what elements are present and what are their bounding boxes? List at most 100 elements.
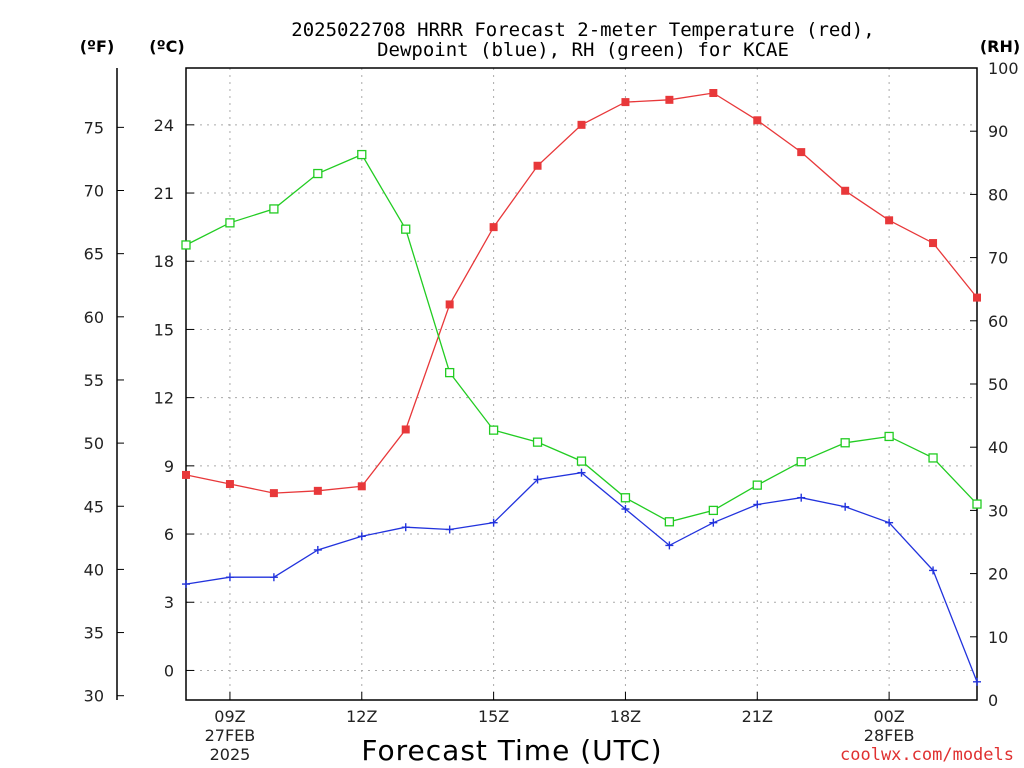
series-line-rh — [185, 153, 978, 523]
rh-point — [928, 453, 938, 463]
temperature-point — [973, 293, 981, 302]
dewpoint-point — [885, 518, 894, 527]
rh-tick-label: 40 — [988, 438, 1008, 457]
temperature-point — [269, 489, 278, 498]
x-tick-label: 15Z — [478, 707, 509, 726]
rh-point — [313, 168, 323, 179]
dewpoint-point — [577, 468, 586, 477]
dewpoint-point — [445, 525, 454, 534]
celsius-unit-label: (ºC) — [149, 37, 184, 56]
x-axis-title: Forecast Time (UTC) — [361, 734, 662, 767]
watermark: coolwx.com/models — [840, 745, 1014, 765]
temperature-point — [885, 216, 894, 225]
rh-point — [225, 218, 235, 228]
fahrenheit-tick-label: 50 — [84, 434, 104, 453]
celsius-tick-label: 18 — [154, 252, 174, 271]
rh-point — [708, 505, 718, 516]
fahrenheit-unit-label: (ºF) — [80, 37, 115, 56]
rh-tick-label: 60 — [988, 312, 1008, 331]
fahrenheit-tick-label: 75 — [84, 118, 104, 137]
series-line-temperature — [185, 92, 978, 494]
celsius-tick-label: 12 — [154, 389, 174, 408]
dewpoint-point — [182, 580, 190, 589]
rh-tick-label: 30 — [988, 501, 1008, 520]
series-layer — [181, 89, 982, 686]
rh-point — [752, 480, 762, 490]
x-tick-label: 18Z — [610, 707, 641, 726]
temperature-point — [577, 120, 586, 129]
rh-tick-label: 10 — [988, 628, 1008, 647]
temperature-point — [709, 89, 718, 98]
fahrenheit-tick-label: 65 — [84, 245, 104, 264]
rh-point — [840, 438, 850, 448]
rh-point — [796, 457, 806, 467]
fahrenheit-tick-label: 40 — [84, 560, 104, 579]
rh-tick-label: 100 — [988, 59, 1019, 78]
dewpoint-point — [621, 505, 630, 514]
rh-tick-label: 90 — [988, 122, 1008, 141]
temperature-point — [445, 300, 454, 309]
x-tick-label: 28FEB — [864, 726, 915, 745]
plot-frame — [185, 67, 978, 701]
rh-tick-label: 70 — [988, 249, 1008, 268]
dewpoint-point — [841, 502, 850, 511]
dewpoint-point — [533, 475, 542, 484]
dewpoint-point — [269, 573, 278, 582]
celsius-tick-label: 9 — [164, 457, 174, 476]
temperature-point — [313, 486, 322, 495]
celsius-tick-label: 0 — [164, 661, 174, 680]
rh-point — [269, 204, 279, 214]
axes-layer: 0 3 6 9 12 15 18 21 24 30 35 40 45 50 55 60 65 70 75 0 10 20 3… — [84, 59, 1019, 764]
x-tick-label: 00Z — [873, 707, 904, 726]
dewpoint-point — [357, 532, 366, 541]
rh-point — [181, 240, 191, 250]
series-dewpoint — [182, 468, 981, 686]
temperature-point — [797, 148, 806, 157]
rh-point — [401, 224, 411, 234]
temperature-point — [533, 161, 542, 170]
rh-tick-label: 50 — [988, 375, 1008, 394]
grid-layer — [186, 68, 977, 700]
temperature-point — [665, 95, 674, 104]
series-temperature — [182, 89, 981, 498]
dewpoint-point — [709, 518, 718, 527]
rh-point — [972, 499, 982, 509]
rh-point — [357, 149, 367, 160]
temperature-point — [841, 186, 850, 195]
dewpoint-point — [401, 523, 410, 532]
chart-title-line-2: Dewpoint (blue), RH (green) for KCAE — [377, 39, 789, 61]
temperature-point — [621, 98, 630, 107]
rh-unit-label: (RH) — [980, 37, 1020, 56]
temperature-point — [401, 425, 410, 434]
celsius-tick-label: 21 — [154, 184, 174, 203]
x-tick-label: 27FEB — [205, 726, 256, 745]
dewpoint-point — [665, 541, 674, 550]
celsius-tick-label: 24 — [154, 116, 174, 135]
rh-point — [488, 425, 499, 435]
temperature-point — [225, 480, 234, 489]
temperature-point — [929, 239, 938, 248]
dewpoint-point — [313, 545, 322, 554]
rh-point — [532, 437, 543, 447]
temperature-point — [182, 470, 190, 479]
rh-tick-label: 20 — [988, 565, 1008, 584]
x-tick-label: 09Z — [214, 707, 245, 726]
rh-point — [445, 367, 455, 378]
rh-point — [664, 517, 675, 527]
fahrenheit-tick-label: 70 — [84, 182, 104, 201]
series-line-dewpoint — [185, 472, 978, 683]
rh-point — [884, 431, 894, 442]
celsius-tick-label: 15 — [154, 320, 174, 339]
dewpoint-point — [929, 566, 938, 575]
rh-tick-label: 80 — [988, 185, 1008, 204]
celsius-tick-label: 6 — [164, 525, 174, 544]
dewpoint-point — [753, 500, 762, 509]
temperature-point — [357, 482, 366, 491]
dewpoint-point — [225, 573, 234, 582]
celsius-tick-label: 3 — [164, 593, 174, 612]
fahrenheit-tick-label: 55 — [84, 371, 104, 390]
chart-title-line-1: 2025022708 HRRR Forecast 2-meter Tempera… — [291, 19, 874, 41]
fahrenheit-tick-label: 35 — [84, 624, 104, 643]
dewpoint-point — [797, 493, 806, 502]
